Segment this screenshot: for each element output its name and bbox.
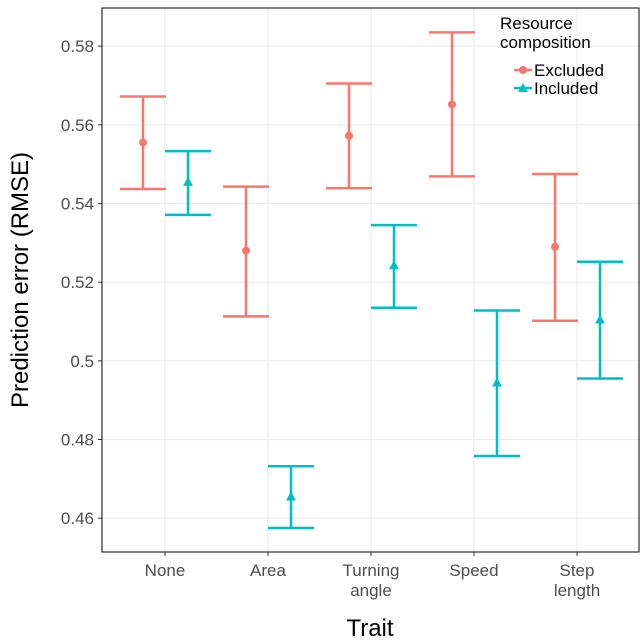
point [183,176,193,186]
legend-title: Resource composition [500,14,591,52]
point [448,100,456,109]
y-tick-label: 0.54 [61,194,94,213]
point [389,260,399,270]
y-tick-label: 0.5 [70,352,94,371]
y-axis-title: Prediction error (RMSE) [7,152,34,408]
point [139,138,147,147]
point [345,131,353,140]
y-tick-label: 0.48 [61,431,94,450]
legend-marker [519,66,527,74]
point [286,491,296,501]
point [595,314,605,324]
point [492,377,502,387]
y-tick-label: 0.56 [61,116,94,135]
x-tick-label: None [144,561,186,580]
x-tick-label: Area [250,561,286,580]
legend-label: Included [534,79,598,98]
x-tick-label: Speed [449,561,499,580]
y-tick-label: 0.46 [61,509,94,528]
x-tick-label: Turning angle [342,561,400,600]
point [551,242,559,251]
x-tick-label: Step length [553,561,601,600]
x-axis-title: Trait [346,615,393,642]
y-tick-label: 0.52 [61,273,94,292]
legend-marker [518,83,528,92]
legend-label: Excluded [534,61,604,80]
y-tick-label: 0.58 [61,37,94,56]
point [242,246,250,255]
